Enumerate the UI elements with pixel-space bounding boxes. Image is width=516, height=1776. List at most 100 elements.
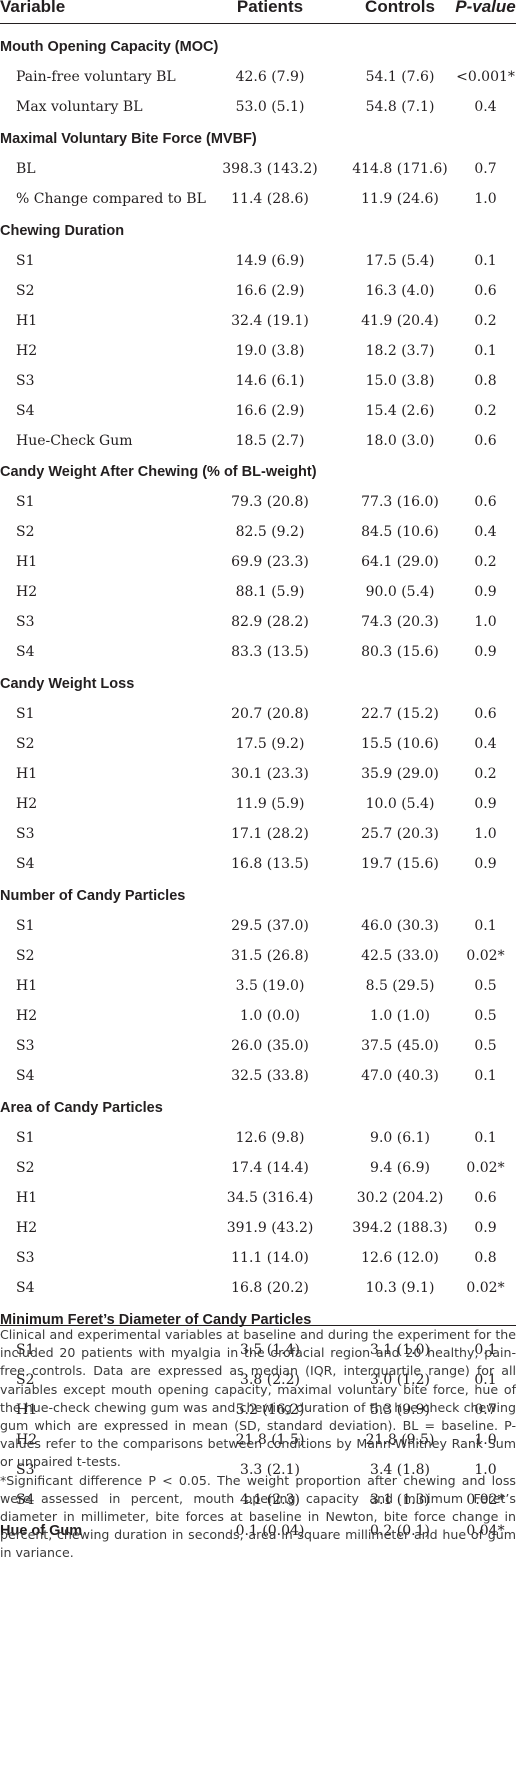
cell-label: BL [16, 160, 36, 177]
cell-patients: 3.3 (2.1) [240, 1461, 300, 1478]
cell-controls: 3.0 (1.2) [370, 1371, 430, 1388]
cell-label: S1 [16, 706, 35, 723]
cell-patients: 3.5 (19.0) [235, 978, 305, 994]
cell-label: H2 [16, 584, 38, 601]
table-row: % Change compared to BL 11.4 (28.6) 11.9 (… [0, 184, 516, 214]
table-row: Hue-Check Gum 18.5 (2.7) 18.0 (3.0) 0.6 [0, 426, 516, 456]
cell-patients: 69.9 (23.3) [231, 554, 309, 571]
cell-controls: 25.7 (20.3) [361, 826, 439, 843]
cell-patients: 5.2 (16.2) [235, 1401, 305, 1418]
cell-label: S1 [16, 252, 35, 269]
notes-paragraph-1: Clinical and experimental variables at b… [0, 1327, 516, 1470]
cell-pvalue: 0.6 [474, 494, 497, 511]
section-title: Mouth Opening Capacity (MOC) [0, 39, 219, 55]
cell-label: S4 [16, 856, 35, 873]
cell-label: S3 [16, 1249, 35, 1266]
cell-patients: 14.9 (6.9) [235, 252, 305, 269]
cell-label: S2 [16, 736, 35, 753]
cell-pvalue: 0.6 [474, 432, 497, 449]
header-rule [0, 23, 516, 24]
table-row: H1 32.4 (19.1) 41.9 (20.4) 0.2 [0, 306, 516, 336]
cell-patients: 32.4 (19.1) [231, 312, 309, 329]
table-row: S2 3.8 (2.2) 3.0 (1.2) 0.1 [0, 1365, 516, 1395]
cell-label: S1 [16, 494, 35, 511]
cell-patients: 3.5 (1.4) [240, 1341, 300, 1358]
section-title: Maximal Voluntary Bite Force (MVBF) [0, 130, 257, 147]
cell-controls: 1.0 (1.0) [370, 1008, 430, 1024]
cell-controls: 15.0 (3.8) [365, 372, 435, 389]
table-row: S2 16.6 (2.9) 16.3 (4.0) 0.6 [0, 276, 516, 306]
cell-patients: 32.5 (33.8) [231, 1068, 309, 1084]
cell-patients: 82.9 (28.2) [231, 614, 309, 631]
cell-controls: 54.8 (7.1) [365, 99, 435, 115]
cell-patients: 42.6 (7.9) [235, 69, 305, 85]
cell-label: H2 [16, 1219, 38, 1236]
cell-patients: 3.8 (2.2) [240, 1371, 300, 1388]
cell-patients: 34.5 (316.4) [226, 1189, 314, 1206]
cell-patients: 31.5 (26.8) [231, 948, 309, 964]
cell-label: Hue-Check Gum [16, 432, 133, 449]
table-row: S3 14.6 (6.1) 15.0 (3.8) 0.8 [0, 366, 516, 396]
cell-controls: 3.1 (1.0) [370, 1341, 430, 1358]
cell-pvalue: 1.0 [474, 614, 497, 631]
table-row: BL 398.3 (143.2) 414.8 (171.6) 0.7 [0, 154, 516, 184]
cell-label: S3 [16, 614, 35, 631]
cell-patients: 17.1 (28.2) [231, 826, 309, 843]
section-title: Candy Weight Loss [0, 676, 135, 693]
cell-controls: 17.5 (5.4) [365, 252, 435, 269]
cell-pvalue: 0.4 [474, 99, 497, 115]
cell-patients: 17.4 (14.4) [231, 1159, 309, 1176]
cell-pvalue: 0.1 [474, 918, 497, 934]
cell-pvalue: 1.0 [474, 826, 497, 843]
cell-label: H2 [16, 1431, 38, 1448]
section-title: Minimum Feret’s Diameter of Candy Partic… [0, 1311, 312, 1328]
cell-pvalue: 0.7 [474, 160, 497, 177]
cell-pvalue: 0.6 [474, 282, 497, 299]
section-title: Hue of Gum [0, 1523, 83, 1540]
cell-patients: 18.5 (2.7) [235, 432, 305, 449]
cell-label: S1 [16, 1129, 35, 1146]
cell-label: H2 [16, 1008, 38, 1024]
cell-patients: 30.1 (23.3) [231, 766, 309, 783]
cell-label: S2 [16, 524, 35, 541]
cell-controls: 80.3 (15.6) [361, 644, 439, 661]
table-row: H1 30.1 (23.3) 35.9 (29.0) 0.2 [0, 759, 516, 789]
cell-label: Pain-free voluntary BL [16, 69, 176, 85]
table-row: S4 83.3 (13.5) 80.3 (15.6) 0.9 [0, 637, 516, 667]
cell-label: S4 [16, 402, 35, 419]
cell-label: S4 [16, 644, 35, 661]
header-controls: Controls [365, 0, 435, 16]
cell-label: S1 [16, 918, 35, 934]
cell-controls: 74.3 (20.3) [361, 614, 439, 631]
cell-pvalue: 0.5 [474, 1008, 497, 1024]
cell-patients: 17.5 (9.2) [235, 736, 305, 753]
cell-patients: 398.3 (143.2) [222, 160, 318, 177]
cell-pvalue: 0.2 [474, 554, 497, 571]
table-row: S1 20.7 (20.8) 22.7 (15.2) 0.6 [0, 699, 516, 729]
section-row: Chewing Duration [0, 216, 516, 246]
cell-patients: 11.4 (28.6) [231, 190, 309, 207]
cell-pvalue: 0.02* [466, 948, 505, 964]
cell-controls: 42.5 (33.0) [361, 948, 439, 964]
cell-label: S3 [16, 826, 35, 843]
cell-patients: 21.8 (1.5) [235, 1431, 305, 1448]
cell-controls: 3.4 (1.8) [370, 1461, 430, 1478]
cell-controls: 5.3 (9.9) [370, 1401, 430, 1418]
table-row: H1 3.5 (19.0) 8.5 (29.5) 0.5 [0, 971, 516, 1001]
cell-controls: 16.3 (4.0) [365, 282, 435, 299]
cell-pvalue: 0.2 [474, 766, 497, 783]
cell-pvalue: 0.1 [474, 1068, 497, 1084]
table-row: S1 12.6 (9.8) 9.0 (6.1) 0.1 [0, 1123, 516, 1153]
cell-pvalue: 0.1 [474, 1341, 497, 1358]
cell-controls: 0.2 (0.1) [370, 1523, 430, 1540]
cell-controls: 12.6 (12.0) [361, 1249, 439, 1266]
cell-controls: 84.5 (10.6) [361, 524, 439, 541]
bottom-rule [0, 1325, 516, 1326]
cell-label: H1 [16, 1401, 38, 1418]
table-row: H1 69.9 (23.3) 64.1 (29.0) 0.2 [0, 547, 516, 577]
table-row: S1 3.5 (1.4) 3.1 (1.0) 0.1 [0, 1335, 516, 1365]
cell-label: H1 [16, 312, 38, 329]
table-row: S1 79.3 (20.8) 77.3 (16.0) 0.6 [0, 487, 516, 517]
table-row: Max voluntary BL 53.0 (5.1) 54.8 (7.1) 0.4 [0, 92, 516, 122]
cell-pvalue: <0.001* [456, 69, 515, 85]
